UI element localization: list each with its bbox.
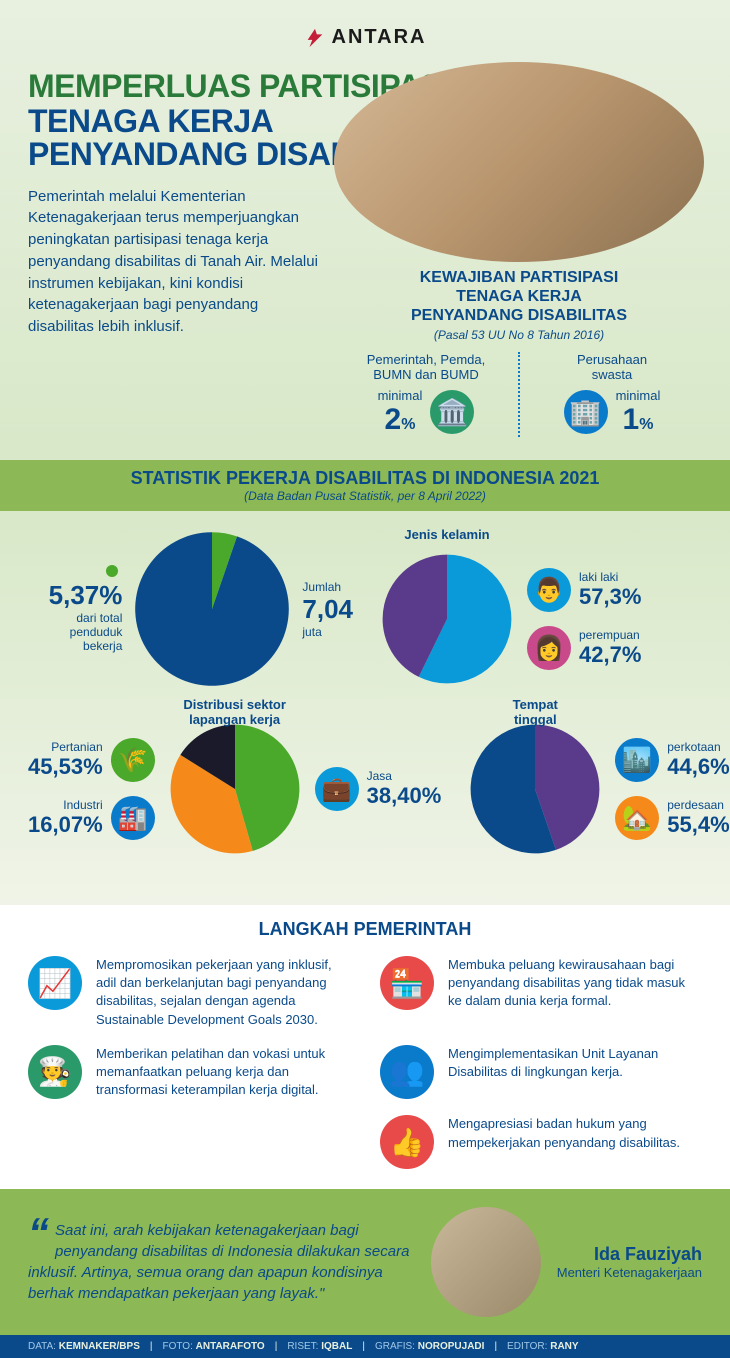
city-icon: 🏙️ bbox=[615, 738, 659, 782]
infographic-page: ANTARA MEMPERLUAS PARTISIPASI TENAGA KER… bbox=[0, 0, 730, 1358]
stat-total: 5,37% dari total penduduk bekerja Jumlah… bbox=[28, 529, 353, 689]
step-icon-5: 👍 bbox=[380, 1115, 434, 1169]
total-pct-label: 5,37% dari total penduduk bekerja bbox=[28, 565, 122, 653]
priv-pct: 1% bbox=[616, 403, 661, 437]
office-building-icon: 🏢 bbox=[564, 390, 608, 434]
step-icon-2: 🧑‍🍳 bbox=[28, 1045, 82, 1099]
steps-grid: 📈 Mempromosikan pekerjaan yang inklusif,… bbox=[28, 956, 702, 1169]
step-icon-1: 🏪 bbox=[380, 956, 434, 1010]
gender-female-row: 👩 perempuan42,7% bbox=[527, 626, 641, 670]
female-icon: 👩 bbox=[527, 626, 571, 670]
stat-gender: Jenis kelamin 👨 laki laki57,3% 👩 perempu… bbox=[377, 549, 702, 689]
header-section: ANTARA MEMPERLUAS PARTISIPASI TENAGA KER… bbox=[0, 0, 730, 460]
stats-title: STATISTIK PEKERJA DISABILITAS DI INDONES… bbox=[0, 468, 730, 489]
obligation-col-private: Perusahaan swasta 🏢 minimal 1% bbox=[520, 352, 704, 437]
sector-title: Distribusi sektorlapangan kerja bbox=[183, 697, 286, 727]
gender-title: Jenis kelamin bbox=[404, 527, 489, 542]
obligation-col-government: Pemerintah, Pemda, BUMN dan BUMD minimal… bbox=[334, 352, 520, 437]
quote-text: “ Saat ini, arah kebijakan ketenagakerja… bbox=[28, 1220, 415, 1304]
pie-sector: Distribusi sektorlapangan kerja bbox=[165, 719, 305, 859]
priv-minimal: minimal bbox=[616, 388, 661, 403]
gov-label-l2: BUMN dan BUMD bbox=[334, 367, 518, 382]
quote-person: Ida Fauziyah Menteri Ketenagakerjaan bbox=[557, 1244, 702, 1280]
obligation-title-l1: KEWAJIBAN PARTISIPASI bbox=[334, 268, 704, 287]
step-text-5: Mengapresiasi badan hukum yang mempekerj… bbox=[448, 1115, 702, 1151]
step-item-0: 📈 Mempromosikan pekerjaan yang inklusif,… bbox=[28, 956, 350, 1029]
step-text-0: Mempromosikan pekerjaan yang inklusif, a… bbox=[96, 956, 350, 1029]
steps-section: LANGKAH PEMERINTAH 📈 Mempromosikan peker… bbox=[0, 905, 730, 1189]
pie-place: Tempattinggal bbox=[465, 719, 605, 859]
stats-header-band: STATISTIK PEKERJA DISABILITAS DI INDONES… bbox=[0, 460, 730, 511]
step-item-1: 🏪 Membuka peluang kewirausahaan bagi pen… bbox=[380, 956, 702, 1029]
obligation-title-l3: PENYANDANG DISABILITAS bbox=[334, 306, 704, 325]
step-text-2: Memberikan pelatihan dan vokasi untuk me… bbox=[96, 1045, 350, 1100]
steps-title: LANGKAH PEMERINTAH bbox=[28, 919, 702, 940]
stat-sector: 🌾 Pertanian45,53% 🏭 Industri16,07% Distr… bbox=[28, 719, 441, 859]
step-item-5: 👍 Mengapresiasi badan hukum yang mempeke… bbox=[380, 1115, 702, 1169]
place-title: Tempattinggal bbox=[513, 697, 558, 727]
hero-photo bbox=[334, 62, 704, 262]
step-text-3: Mengimplementasikan Unit Layanan Disabil… bbox=[448, 1045, 702, 1081]
step-text-1: Membuka peluang kewirausahaan bagi penya… bbox=[448, 956, 702, 1011]
step-item-3: 👥 Mengimplementasikan Unit Layanan Disab… bbox=[380, 1045, 702, 1100]
priv-label-l2: swasta bbox=[520, 367, 704, 382]
quote-name: Ida Fauziyah bbox=[557, 1244, 702, 1265]
credits-bar: DATA: KEMNAKER/BPS| FOTO: ANTARAFOTO| RI… bbox=[0, 1335, 730, 1358]
quote-band: “ Saat ini, arah kebijakan ketenagakerja… bbox=[0, 1189, 730, 1335]
sector-industri-row: 🏭 Industri16,07% bbox=[28, 796, 155, 840]
priv-label-l1: Perusahaan bbox=[520, 352, 704, 367]
brand-text: ANTARA bbox=[332, 26, 427, 49]
obligation-box: KEWAJIBAN PARTISIPASI TENAGA KERJA PENYA… bbox=[334, 268, 704, 437]
quote-role: Menteri Ketenagakerjaan bbox=[557, 1265, 702, 1280]
sector-jasa-row: 💼 Jasa38,40% bbox=[315, 767, 442, 811]
obligation-columns: Pemerintah, Pemda, BUMN dan BUMD minimal… bbox=[334, 352, 704, 437]
village-icon: 🏡 bbox=[615, 796, 659, 840]
step-item-2: 🧑‍🍳 Memberikan pelatihan dan vokasi untu… bbox=[28, 1045, 350, 1100]
quote-mark-icon: “ bbox=[28, 1220, 49, 1245]
service-icon: 💼 bbox=[315, 767, 359, 811]
stats-row-1: 5,37% dari total penduduk bekerja Jumlah… bbox=[28, 529, 702, 689]
gov-minimal: minimal bbox=[378, 388, 423, 403]
place-urban-row: 🏙️ perkotaan44,6% bbox=[615, 738, 729, 782]
male-icon: 👨 bbox=[527, 568, 571, 612]
farm-icon: 🌾 bbox=[111, 738, 155, 782]
pie-total bbox=[132, 529, 292, 689]
sector-pertanian-row: 🌾 Pertanian45,53% bbox=[28, 738, 155, 782]
step-icon-3: 👥 bbox=[380, 1045, 434, 1099]
step-icon-0: 📈 bbox=[28, 956, 82, 1010]
place-rural-row: 🏡 perdesaan55,4% bbox=[615, 796, 729, 840]
quote-avatar bbox=[431, 1207, 541, 1317]
stats-section: 5,37% dari total penduduk bekerja Jumlah… bbox=[0, 511, 730, 905]
antara-icon bbox=[304, 27, 326, 49]
gov-label-l1: Pemerintah, Pemda, bbox=[334, 352, 518, 367]
intro-text: Pemerintah melalui Kementerian Ketenagak… bbox=[28, 186, 318, 338]
stat-place: Tempattinggal 🏙️ perkotaan44,6% 🏡 perdes… bbox=[465, 719, 729, 859]
factory-icon: 🏭 bbox=[111, 796, 155, 840]
stats-subtitle: (Data Badan Pusat Statistik, per 8 April… bbox=[0, 489, 730, 503]
obligation-title-l2: TENAGA KERJA bbox=[334, 287, 704, 306]
logo-bar: ANTARA bbox=[0, 18, 730, 68]
brand-logo: ANTARA bbox=[304, 26, 427, 49]
total-jumlah: Jumlah 7,04 juta bbox=[302, 580, 353, 639]
stats-row-2: 🌾 Pertanian45,53% 🏭 Industri16,07% Distr… bbox=[28, 719, 702, 859]
gov-pct: 2% bbox=[378, 403, 423, 437]
gender-male-row: 👨 laki laki57,3% bbox=[527, 568, 641, 612]
pie-gender: Jenis kelamin bbox=[377, 549, 517, 689]
government-building-icon: 🏛️ bbox=[430, 390, 474, 434]
obligation-subtitle: (Pasal 53 UU No 8 Tahun 2016) bbox=[334, 328, 704, 342]
